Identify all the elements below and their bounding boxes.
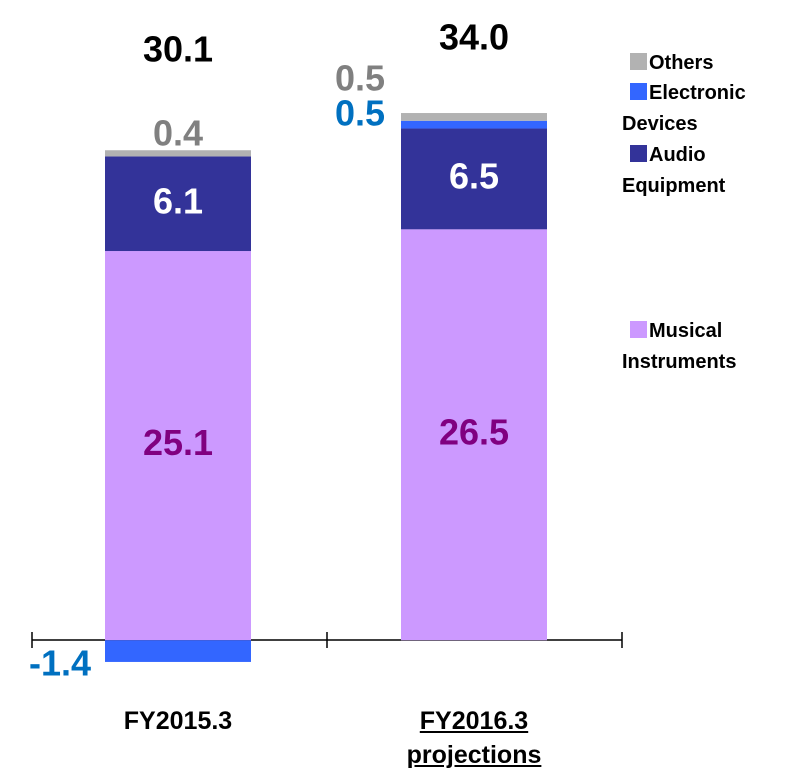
total-label: 34.0 [439, 17, 509, 58]
legend-item: Audio Equipment [622, 140, 782, 202]
data-label: 0.5 [335, 58, 385, 99]
data-label: 0.5 [335, 93, 385, 134]
data-label: 25.1 [143, 422, 213, 463]
data-label: 26.5 [439, 411, 509, 452]
legend-label: Musical Instruments [622, 320, 737, 373]
legend-swatch [630, 83, 647, 100]
bar-segment [401, 128, 547, 230]
data-label: 6.5 [449, 155, 499, 196]
data-label: 6.1 [153, 180, 203, 221]
bar-segment [105, 150, 251, 157]
legend-swatch [630, 321, 647, 338]
bar-segment [401, 229, 547, 641]
legend-item: Musical Instruments [622, 316, 782, 378]
bar-segment [105, 156, 251, 252]
bar-segment [105, 251, 251, 641]
legend-swatch [630, 53, 647, 70]
legend-label: Electronic Devices [622, 82, 746, 135]
data-label: -1.4 [29, 643, 91, 684]
legend-swatch [630, 145, 647, 162]
x-tick-label: FY2016.3 projections [406, 707, 542, 769]
data-label: 0.4 [153, 113, 203, 154]
legend-label: Audio Equipment [622, 144, 726, 197]
bar-segment [401, 120, 547, 129]
bar-segment [401, 113, 547, 121]
bar-segment [105, 640, 251, 662]
legend-item: Others [622, 48, 782, 79]
total-label: 30.1 [143, 29, 213, 70]
legend-label: Others [649, 52, 714, 74]
x-tick-label: FY2015.3 [123, 707, 233, 735]
legend-item: Electronic Devices [622, 78, 782, 140]
